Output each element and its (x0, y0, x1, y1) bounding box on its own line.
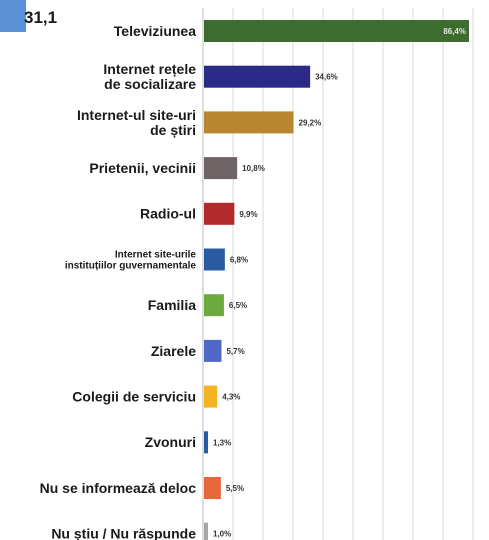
category-label: Nu știu / Nu răspunde (51, 526, 196, 540)
bar (204, 65, 311, 88)
category-label: Televiziunea (114, 23, 196, 39)
category-label: Prietenii, vecinii (89, 160, 196, 176)
category-label: Familia (148, 297, 196, 313)
category-label-line: Internet rețele (103, 61, 196, 77)
category-label-line: Prietenii, vecinii (89, 160, 196, 176)
bar (204, 202, 235, 225)
gridlines (232, 8, 474, 540)
bar (204, 157, 238, 180)
bar (204, 111, 294, 134)
category-label-line: Familia (148, 297, 196, 313)
category-label-line: Internet site-urile (115, 250, 197, 261)
value-label: 6,5% (229, 301, 247, 310)
category-label-line: Nu se informează deloc (40, 480, 197, 496)
bar (204, 248, 225, 271)
value-label: 1,0% (213, 530, 231, 539)
corner-accent (0, 0, 26, 32)
value-label: 1,3% (213, 438, 231, 447)
value-label: 10,8% (242, 164, 265, 173)
category-label-line: Zvonuri (145, 434, 196, 450)
category-label-line: de socializare (104, 76, 196, 92)
category-label-line: Televiziunea (114, 23, 196, 39)
category-label: Internet rețele de socializare (103, 61, 196, 92)
category-label: Internet site-urile instituțiilor guverna… (65, 250, 197, 272)
value-label: 9,9% (239, 210, 257, 219)
bar (204, 431, 208, 454)
category-label-line: Radio-ul (140, 206, 196, 222)
category-label-line: de știri (150, 122, 196, 138)
category-label: Ziarele (151, 343, 196, 359)
corner-value-text: 31,1 (24, 8, 57, 27)
category-label-line: Ziarele (151, 343, 196, 359)
bar (204, 339, 222, 362)
category-label-line: Internet-ul site-uri (77, 107, 196, 123)
category-label: Nu se informează deloc (40, 480, 197, 496)
value-label: 34,6% (315, 73, 338, 82)
value-label: 4,3% (222, 393, 240, 402)
bar (204, 477, 221, 499)
value-label: 29,2% (299, 118, 322, 127)
category-label: Colegii de serviciu (72, 389, 196, 405)
bar (204, 294, 224, 317)
category-label: Internet-ul site-uri de știri (77, 107, 196, 138)
value-label: 86,4% (443, 27, 466, 36)
bar (204, 522, 208, 540)
category-label-line: Colegii de serviciu (72, 389, 196, 405)
category-label-line: instituțiilor guvernamentale (65, 261, 197, 272)
value-label: 5,7% (226, 347, 244, 356)
bar (204, 20, 469, 42)
bar (204, 385, 218, 408)
category-label-line: Nu știu / Nu răspunde (51, 526, 196, 540)
value-label: 6,8% (230, 256, 248, 265)
category-label: Radio-ul (140, 206, 196, 222)
value-label: 5,5% (226, 484, 244, 493)
category-label: Zvonuri (145, 434, 196, 450)
